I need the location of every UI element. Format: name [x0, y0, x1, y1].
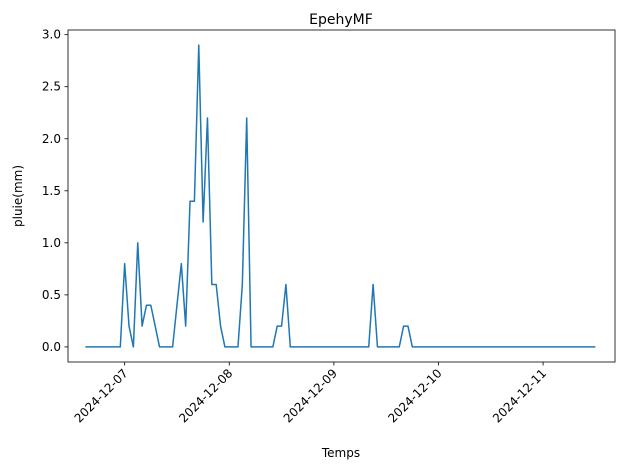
y-tick-label: 0.5 — [42, 288, 61, 302]
y-axis-label: pluie(mm) — [11, 165, 25, 227]
x-tick-label: 2024-12-08 — [176, 366, 235, 425]
y-tick-label: 2.0 — [42, 132, 61, 146]
x-tick-label: 2024-12-09 — [281, 366, 340, 425]
x-tick-label: 2024-12-11 — [490, 366, 549, 425]
y-tick-label: 0.0 — [42, 340, 61, 354]
y-tick-label: 1.0 — [42, 236, 61, 250]
data-line — [85, 44, 596, 348]
y-tick-label: 2.5 — [42, 80, 61, 94]
x-tick-label: 2024-12-07 — [72, 366, 131, 425]
x-axis-label: Temps — [321, 446, 360, 460]
plot-frame — [67, 29, 616, 363]
chart-title: EpehyMF — [309, 12, 373, 28]
y-tick-label: 3.0 — [42, 28, 61, 42]
x-tick-label: 2024-12-10 — [385, 366, 444, 425]
y-tick-label: 1.5 — [42, 184, 61, 198]
